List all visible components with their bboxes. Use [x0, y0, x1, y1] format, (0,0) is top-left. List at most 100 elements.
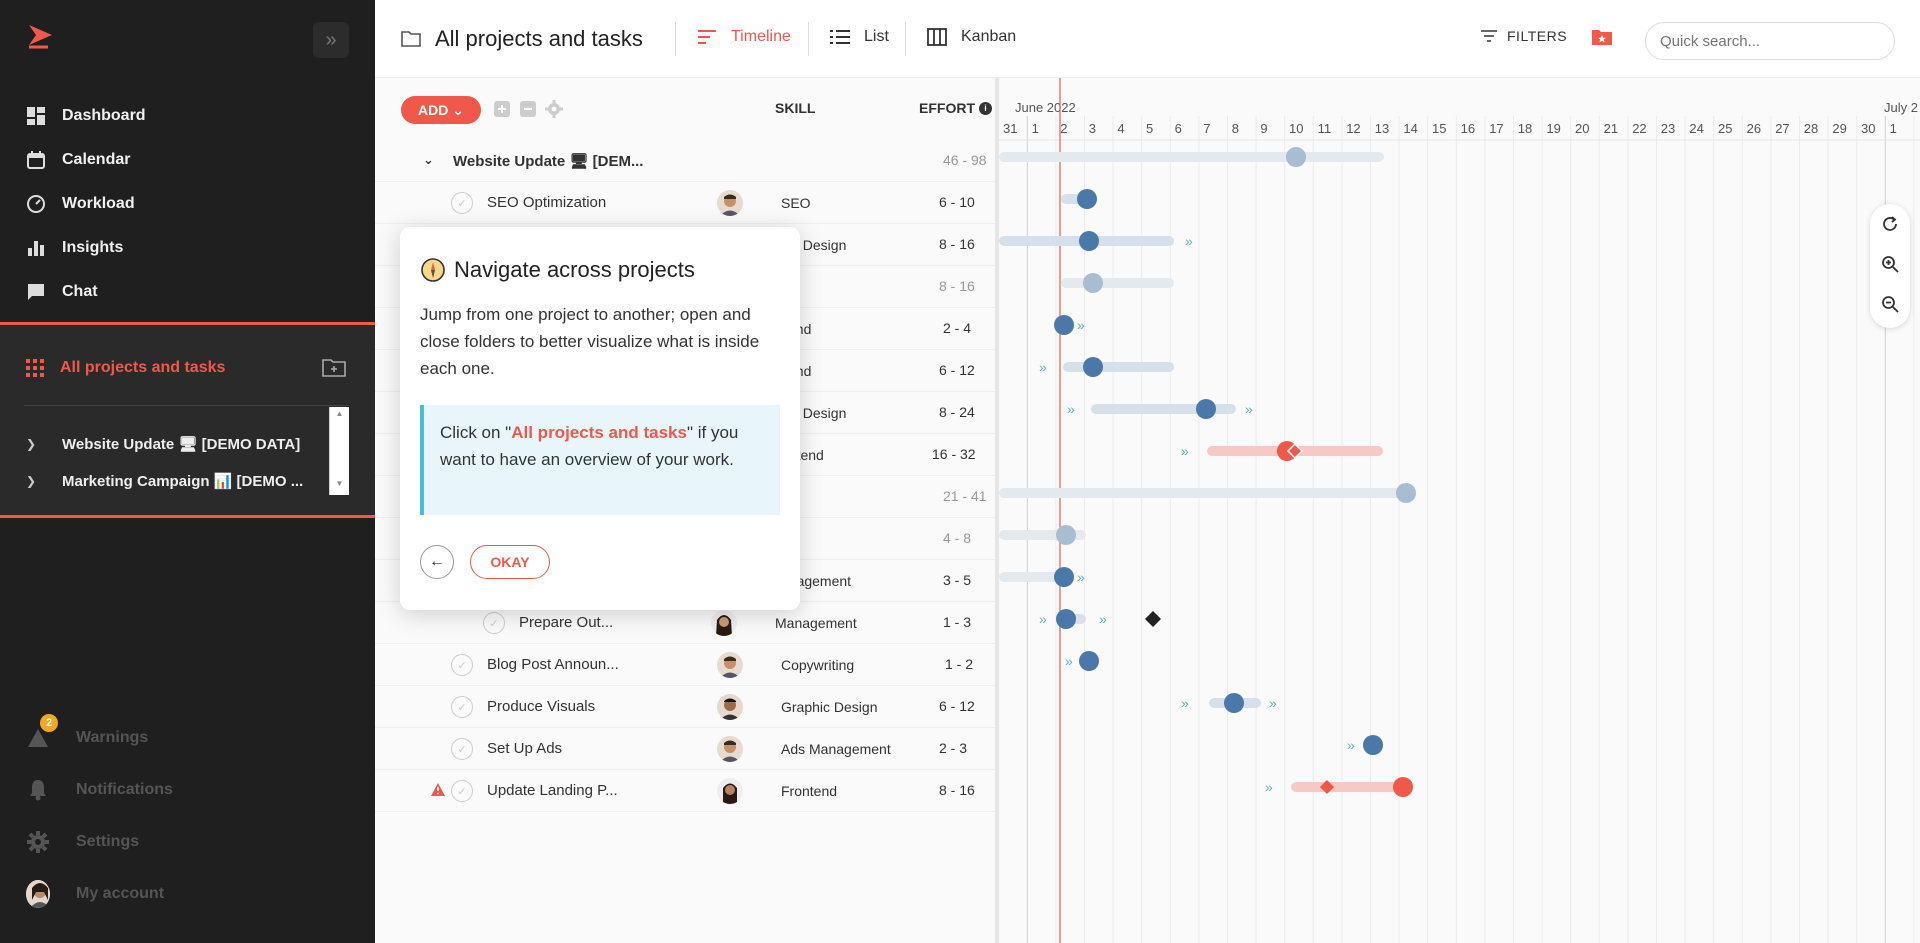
- day-label: 20: [1575, 121, 1589, 136]
- bar-handle[interactable]: [1224, 693, 1244, 713]
- add-folder-button[interactable]: [322, 357, 346, 382]
- filters-button[interactable]: FILTERS: [1481, 28, 1567, 44]
- bar-handle[interactable]: [1079, 651, 1099, 671]
- dependency-arrow-icon: »: [1077, 569, 1085, 585]
- back-arrow-button[interactable]: ←: [420, 545, 454, 579]
- nav-notifications[interactable]: Notifications: [0, 764, 375, 816]
- nav-warnings[interactable]: 2 Warnings: [0, 712, 375, 764]
- milestone-diamond-icon[interactable]: [1145, 611, 1161, 627]
- chat-icon: [28, 284, 44, 300]
- complete-check-icon[interactable]: ✓: [451, 696, 473, 718]
- complete-check-icon[interactable]: ✓: [451, 780, 473, 802]
- nav-calendar[interactable]: Calendar: [0, 138, 375, 182]
- bar-handle[interactable]: [1286, 147, 1306, 167]
- table-row[interactable]: ✓ Blog Post Announ... Copywriting 1 - 2: [375, 644, 995, 686]
- kanban-icon: [927, 28, 947, 46]
- bar-handle[interactable]: [1077, 189, 1097, 209]
- tab-kanban[interactable]: Kanban: [927, 28, 1016, 46]
- complete-check-icon[interactable]: ✓: [451, 738, 473, 760]
- scroll-down-icon[interactable]: ▼: [335, 479, 344, 488]
- refresh-icon[interactable]: [1870, 204, 1910, 244]
- complete-check-icon[interactable]: ✓: [451, 654, 473, 676]
- add-button[interactable]: ADD ⌄: [401, 96, 481, 124]
- day-label: 30: [1861, 121, 1875, 136]
- warnings-count-badge: 2: [40, 714, 58, 732]
- gear-icon[interactable]: [545, 100, 563, 118]
- bar-handle[interactable]: [1196, 399, 1216, 419]
- nav-my-account[interactable]: My account: [0, 868, 375, 920]
- milestone-diamond-icon[interactable]: [1286, 442, 1304, 460]
- nav-insights[interactable]: Insights: [0, 226, 375, 270]
- bar-handle[interactable]: [1054, 315, 1074, 335]
- quick-search-input[interactable]: [1645, 22, 1895, 60]
- popover-note: Click on "All projects and tasks" if you…: [420, 405, 780, 515]
- sidebar-collapse-button[interactable]: »: [313, 22, 349, 58]
- tab-timeline[interactable]: Timeline: [697, 28, 791, 46]
- info-icon[interactable]: i: [979, 101, 992, 115]
- table-row[interactable]: ✓ Set Up Ads Ads Management 2 - 3: [375, 728, 995, 770]
- complete-check-icon[interactable]: ✓: [483, 612, 505, 634]
- table-row[interactable]: ✓ Prepare Out... Management 1 - 3: [375, 602, 995, 644]
- note-link[interactable]: All projects and tasks: [511, 423, 687, 442]
- milestone-diamond-icon[interactable]: [1320, 780, 1334, 794]
- chevron-right-icon[interactable]: ❯: [25, 473, 37, 488]
- gear-icon: [26, 830, 50, 854]
- column-effort[interactable]: EFFORT i: [919, 100, 992, 116]
- nav-chat[interactable]: Chat: [0, 270, 375, 314]
- bar-handle[interactable]: [1083, 273, 1103, 293]
- tree-item-website-update[interactable]: ❯ Website Update 🖥 [DEMO DATA]: [24, 425, 349, 462]
- tree-scrollbar[interactable]: ▲ ▼: [329, 407, 349, 495]
- bar-handle[interactable]: [1393, 777, 1413, 797]
- day-label: 10: [1289, 121, 1303, 136]
- table-row[interactable]: ✓ Update Landing P... Frontend 8 - 16: [375, 770, 995, 812]
- bar-handle[interactable]: [1054, 567, 1074, 587]
- bar-handle[interactable]: [1363, 735, 1383, 755]
- avatar-wrap: [26, 880, 50, 908]
- chevron-down-icon[interactable]: ⌄: [423, 152, 434, 167]
- scroll-up-icon[interactable]: ▲: [335, 409, 344, 418]
- task-bar[interactable]: [999, 572, 1064, 582]
- bar-handle[interactable]: [1083, 357, 1103, 377]
- nav-settings[interactable]: Settings: [0, 816, 375, 868]
- project-tree: ❯ Website Update 🖥 [DEMO DATA] ❯ Marketi…: [24, 425, 349, 499]
- task-bar[interactable]: [1063, 362, 1174, 372]
- zoom-out-icon[interactable]: [1870, 284, 1910, 324]
- chevron-right-icon[interactable]: ❯: [25, 436, 37, 451]
- table-row[interactable]: ⌄ Website Update 🖥 [DEM... 46 - 98: [375, 140, 995, 182]
- bar-handle[interactable]: [1396, 483, 1416, 503]
- collapse-all-icon[interactable]: [519, 100, 537, 118]
- tree-item-marketing-campaign[interactable]: ❯ Marketing Campaign 📊 [DEMO ...: [24, 462, 349, 499]
- tab-list[interactable]: List: [830, 28, 889, 46]
- column-skill[interactable]: SKILL: [775, 100, 816, 116]
- okay-button[interactable]: OKAY: [470, 545, 550, 579]
- nav-workload[interactable]: Workload: [0, 182, 375, 226]
- nav-dashboard[interactable]: Dashboard: [0, 94, 375, 138]
- skill-value: SEO: [781, 195, 811, 211]
- group-bar[interactable]: [999, 152, 1384, 162]
- dependency-arrow-icon: »: [1269, 695, 1277, 711]
- task-bar[interactable]: [1061, 278, 1174, 288]
- effort-value: 21 - 41: [943, 488, 987, 504]
- all-projects-link[interactable]: All projects and tasks: [26, 359, 225, 377]
- table-row[interactable]: ✓ SEO Optimization SEO 6 - 10: [375, 182, 995, 224]
- complete-check-icon[interactable]: ✓: [451, 192, 473, 214]
- warning-icon: [431, 783, 445, 800]
- app-logo[interactable]: [26, 22, 56, 52]
- timeline-gantt[interactable]: June 2022 July 2 31 1 2 3 4 5 6 7 8 9 10 11 12 13 14 15…: [995, 78, 1920, 943]
- group-bar[interactable]: [999, 488, 1409, 498]
- day-label: 12: [1346, 121, 1360, 136]
- expand-all-icon[interactable]: [493, 100, 511, 118]
- scroll-track[interactable]: [330, 421, 349, 477]
- table-row[interactable]: ✓ Produce Visuals Graphic Design 6 - 12: [375, 686, 995, 728]
- bar-handle[interactable]: [1079, 231, 1099, 251]
- effort-value: 8 - 16: [939, 236, 975, 252]
- gantt-canvas[interactable]: June 2022 July 2 31 1 2 3 4 5 6 7 8 9 10 11 12 13 14 15…: [999, 78, 1920, 943]
- task-bar-late[interactable]: [1291, 782, 1403, 792]
- zoom-in-icon[interactable]: [1870, 244, 1910, 284]
- note-text-pre: Click on ": [440, 423, 512, 442]
- favorites-folder-icon[interactable]: [1591, 28, 1613, 51]
- day-label: 13: [1375, 121, 1389, 136]
- bar-handle[interactable]: [1056, 525, 1076, 545]
- bar-handle[interactable]: [1056, 609, 1076, 629]
- tab-timeline-label: Timeline: [731, 28, 791, 45]
